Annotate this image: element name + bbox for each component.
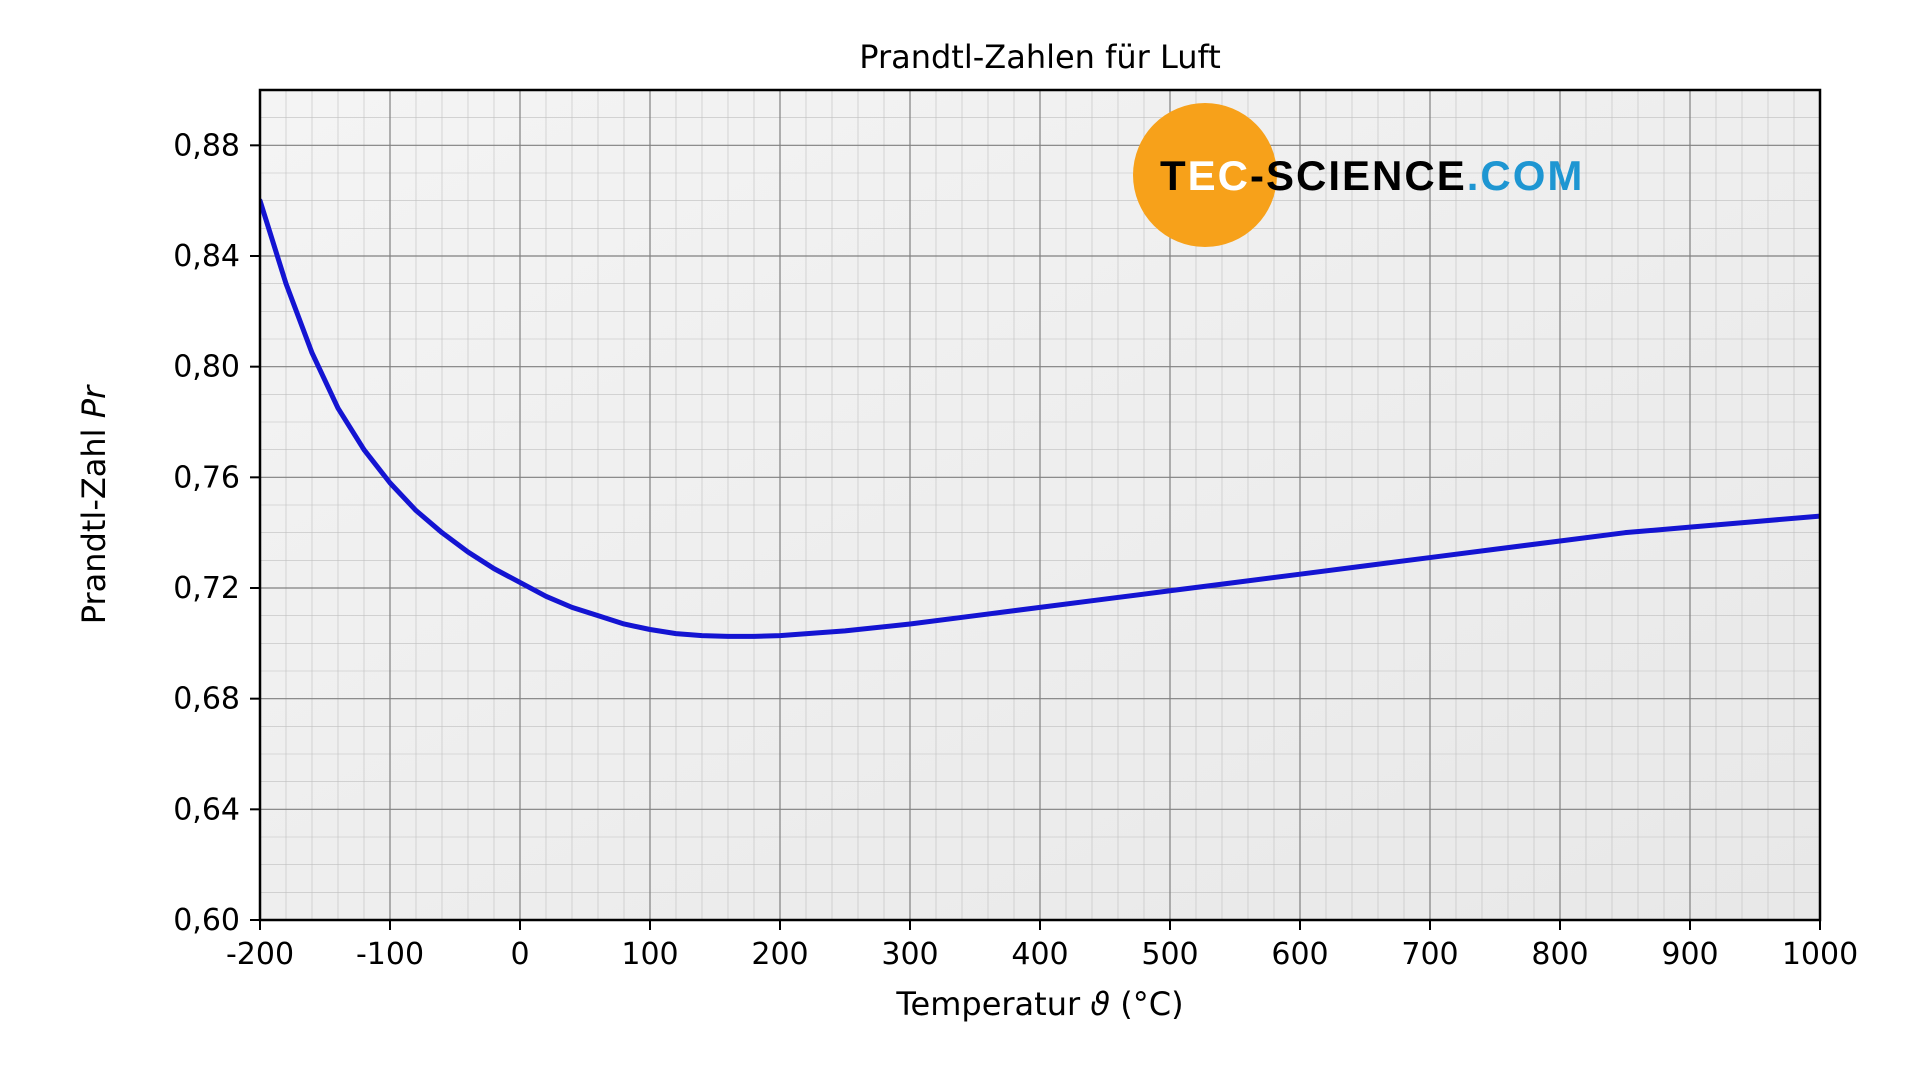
- y-tick-label: 0,60: [173, 903, 240, 938]
- x-tick-label: 800: [1531, 937, 1588, 972]
- y-tick-label: 0,68: [173, 682, 240, 717]
- logo-text: TEC-SCIENCE.COM: [1160, 152, 1584, 199]
- y-tick-label: 0,76: [173, 460, 240, 495]
- y-tick-label: 0,88: [173, 128, 240, 163]
- y-tick-label: 0,72: [173, 571, 240, 606]
- prandtl-chart: -200 -100 0 100 200 300 400 500 600 700 800 900 1000…: [0, 0, 1920, 1080]
- y-axis-label: Prandtl-Zahl Pr: [75, 384, 113, 624]
- x-tick-label: 300: [881, 937, 938, 972]
- x-axis-label-symbol: ϑ: [1090, 985, 1110, 1023]
- x-tick-label: 0: [510, 937, 529, 972]
- x-tick-label: 700: [1401, 937, 1458, 972]
- x-axis-label-unit: (°C): [1110, 985, 1183, 1023]
- x-tick-label: 100: [621, 937, 678, 972]
- y-tick-labels: 0,60 0,64 0,68 0,72 0,76 0,80 0,84 0,88: [173, 128, 240, 938]
- y-axis-label-symbol: Pr: [75, 384, 113, 418]
- x-tick-label: -100: [356, 937, 424, 972]
- x-axis-label: Temperatur ϑ (°C): [895, 985, 1183, 1023]
- y-axis-label-prefix: Prandtl-Zahl: [75, 418, 113, 624]
- x-axis-label-prefix: Temperatur: [895, 985, 1090, 1023]
- x-tick-label: 200: [751, 937, 808, 972]
- x-tick-label: 600: [1271, 937, 1328, 972]
- x-tick-label: 1000: [1782, 937, 1858, 972]
- y-tick-label: 0,84: [173, 239, 240, 274]
- x-tick-label: 400: [1011, 937, 1068, 972]
- y-tick-label: 0,80: [173, 350, 240, 385]
- x-tick-label: 500: [1141, 937, 1198, 972]
- x-tick-labels: -200 -100 0 100 200 300 400 500 600 700 800 900 1000: [226, 937, 1858, 972]
- chart-title: Prandtl-Zahlen für Luft: [859, 38, 1221, 76]
- x-tick-label: -200: [226, 937, 294, 972]
- y-tick-label: 0,64: [173, 792, 240, 827]
- x-tick-label: 900: [1661, 937, 1718, 972]
